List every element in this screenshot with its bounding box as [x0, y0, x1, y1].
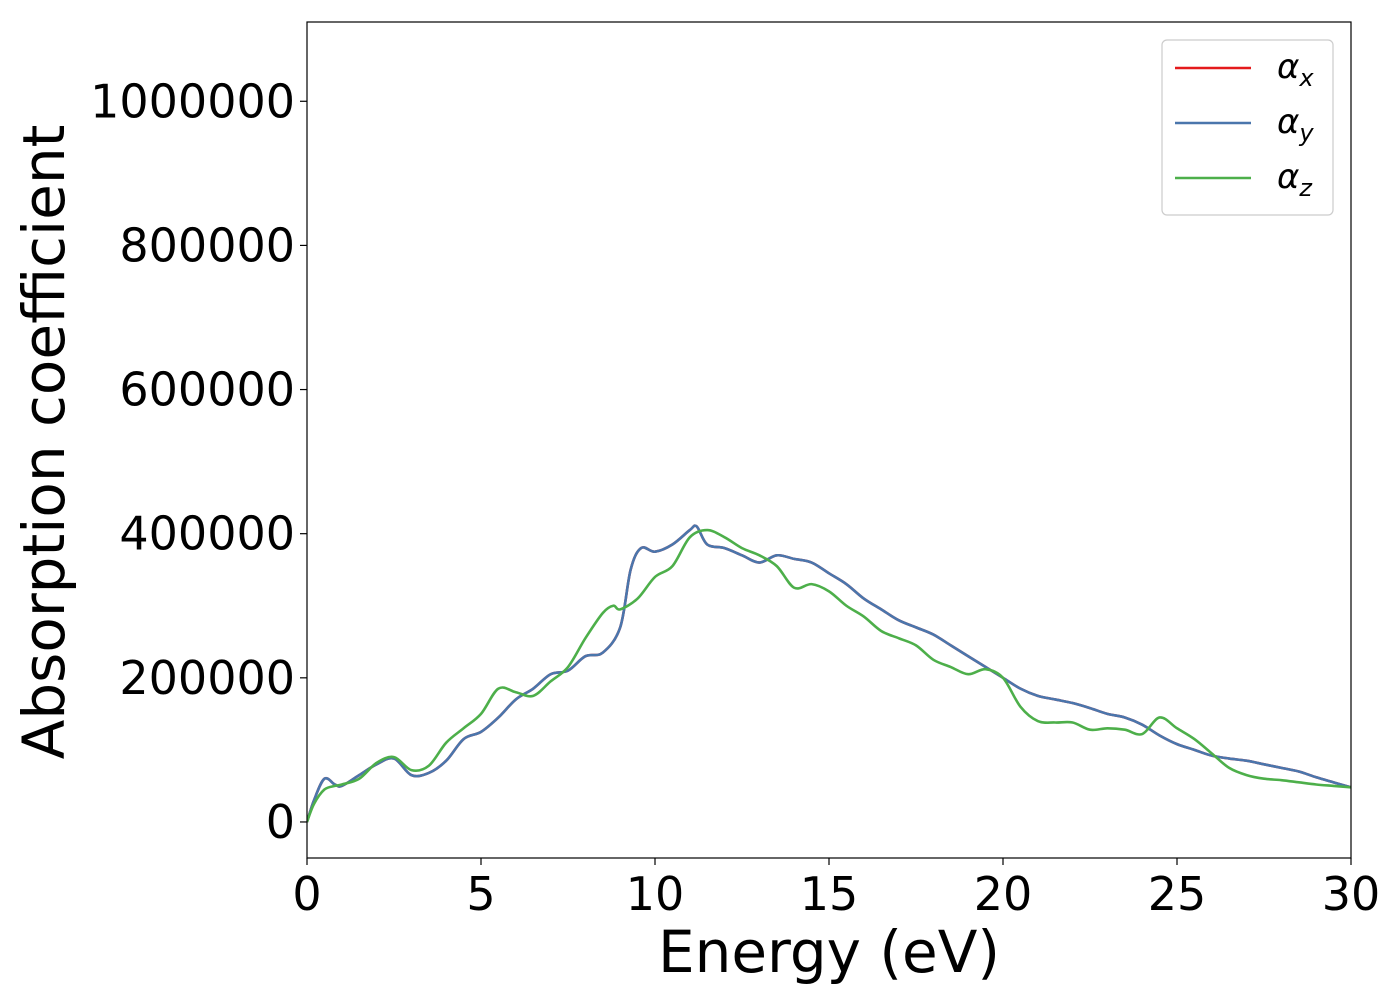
y-tick-label: 400000 — [119, 507, 295, 561]
x-axis-ticks: 0 5 10 15 20 25 30 — [292, 858, 1380, 921]
x-axis-label: Energy (eV) — [658, 918, 1000, 986]
y-axis-label: Absorption coefficient — [10, 125, 78, 760]
y-axis-ticks: 0 200000 400000 600000 800000 1000000 — [90, 74, 307, 849]
series-layer — [307, 524, 1351, 823]
y-tick-label: 200000 — [119, 651, 295, 705]
legend-box — [1161, 39, 1334, 216]
x-tick-label: 15 — [800, 867, 859, 921]
legend-label-base: α — [1277, 102, 1299, 142]
x-tick-label: 30 — [1322, 867, 1381, 921]
x-tick-label: 10 — [626, 867, 685, 921]
x-tick-label: 5 — [466, 867, 495, 921]
series-line-z — [307, 528, 1351, 823]
legend-label-x: αx — [1277, 47, 1314, 92]
series-line-y — [307, 524, 1351, 823]
legend-label-subscript: x — [1298, 64, 1314, 92]
legend-label-subscript: z — [1298, 174, 1313, 202]
plot-area — [306, 21, 1352, 859]
y-tick-label: 600000 — [119, 363, 295, 417]
legend-label-base: α — [1277, 47, 1299, 87]
y-tick-label: 1000000 — [90, 74, 295, 128]
x-tick-label: 20 — [974, 867, 1033, 921]
y-tick-label: 0 — [266, 795, 295, 849]
y-tick-label: 800000 — [119, 218, 295, 272]
legend-label-y: αy — [1277, 102, 1314, 147]
legend-label-z: αz — [1277, 157, 1313, 202]
legend-label-subscript: y — [1298, 119, 1314, 147]
legend-label-base: α — [1277, 157, 1299, 197]
x-tick-label: 0 — [292, 867, 321, 921]
x-tick-label: 25 — [1148, 867, 1207, 921]
